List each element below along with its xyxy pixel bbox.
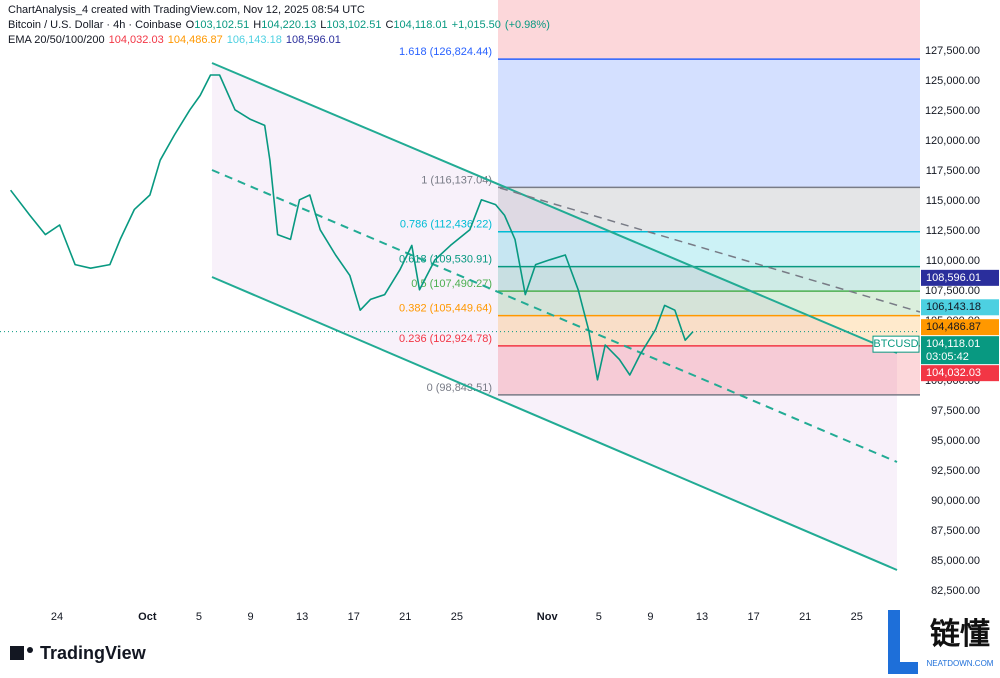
quote-value: 104,118.01 (393, 19, 448, 31)
y-tick-label: 117,500.00 (926, 165, 980, 177)
x-tick-label: 5 (596, 611, 602, 623)
x-tick-label: 13 (296, 611, 308, 623)
fib-label: 0.618 (109,530.91) (399, 254, 492, 266)
y-tick-label: 125,000.00 (925, 75, 980, 87)
y-tick-label: 85,000.00 (931, 555, 980, 567)
quote-name: L (320, 19, 327, 31)
ema-value: 108,596.01 (285, 34, 341, 46)
fib-band (498, 345, 920, 395)
ema-tag-value: 104,032.03 (926, 367, 981, 379)
tv-logo-dot (27, 647, 33, 653)
ema-tag-value: 106,143.18 (926, 301, 981, 313)
quote-name: H (253, 19, 262, 31)
y-tick-label: 120,000.00 (925, 135, 980, 147)
countdown: 03:05:42 (926, 351, 969, 363)
y-tick-label: 92,500.00 (931, 465, 980, 477)
background-layer (212, 0, 920, 570)
y-tick-label: 95,000.00 (931, 435, 980, 447)
fib-layer: 0 (98,843.51)0.236 (102,924.78)0.382 (10… (399, 46, 920, 396)
x-tick-label: 25 (451, 611, 463, 623)
logo-sub: NEATDOWN.COM (927, 659, 994, 668)
symbol-tag (872, 335, 920, 353)
fib-label: 0.236 (102,924.78) (399, 333, 492, 345)
fib-band (498, 291, 920, 316)
x-tick-label: Nov (537, 611, 559, 623)
channel-lower (211, 276, 898, 571)
x-tick-label: 25 (851, 611, 863, 623)
y-tick-label: 97,500.00 (931, 405, 980, 417)
y-tick-label: 127,500.00 (925, 45, 980, 57)
fib-label: 1 (116,137.04) (421, 174, 492, 186)
fib-label: 0.786 (112,436.22) (400, 219, 492, 231)
price-line (9, 74, 694, 381)
x-tick-label: 17 (348, 611, 360, 623)
ema-tag (921, 299, 999, 316)
logo-mark (888, 610, 918, 674)
x-tick-label: 9 (247, 611, 253, 623)
last-price-tag-value: 104,118.01 (926, 338, 980, 350)
y-tick-label: 122,500.00 (925, 105, 980, 117)
fib-label: 0.382 (105,449.64) (399, 303, 492, 315)
x-tick-label: 21 (399, 611, 411, 623)
x-tick-label: 9 (647, 611, 653, 623)
drawings (211, 62, 921, 571)
tv-logo-mark (10, 646, 24, 660)
symbol: Bitcoin / U.S. Dollar · 4h · Coinbase (8, 19, 182, 31)
fib-band (498, 266, 920, 292)
fib-band (498, 187, 920, 232)
logo-text: 链懂 (930, 617, 990, 651)
y-tick-label: 115,000.00 (926, 195, 980, 207)
x-tick-label: 5 (196, 611, 202, 623)
header: ChartAnalysis_4 created with TradingView… (8, 3, 554, 48)
quote-value: 104,220.13 (261, 19, 317, 31)
branding: TradingView 链懂 NEATDOWN.COM (10, 604, 1000, 678)
y-tick-label: 107,500.00 (925, 285, 980, 297)
fib-extension-zone (498, 0, 920, 60)
fib-band (498, 59, 920, 188)
ema-line: EMA 20/50/100/200 104,032.03 104,486.87 106… (8, 33, 554, 48)
x-tick-label: 21 (799, 611, 811, 623)
quote-name: C (385, 19, 394, 31)
y-tick-label: 87,500.00 (931, 525, 980, 537)
y-tick-label: 82,500.00 (931, 585, 980, 597)
trend-dashed (499, 187, 921, 313)
y-tick-label: 112,500.00 (926, 225, 980, 237)
ema-value: 104,032.03 (108, 34, 164, 46)
price-layer (0, 74, 920, 381)
y-tick-label: 90,000.00 (931, 495, 980, 507)
ema-title: EMA 20/50/100/200 (8, 34, 105, 46)
x-tick-label: 17 (747, 611, 759, 623)
quote-value: 103,102.51 (194, 19, 250, 31)
change-value: (+0.98%) (504, 19, 550, 31)
footer-bg (0, 630, 1000, 678)
fib-label: 1.618 (126,824.44) (399, 46, 492, 58)
ema-tag-value: 104,486.87 (926, 321, 981, 333)
ema-tag (921, 319, 999, 336)
change-value: +1,015.50 (451, 19, 501, 31)
ema-tag-value: 108,596.01 (926, 272, 981, 284)
symbol-tag-label: BTCUSD (873, 338, 918, 350)
fib-band (498, 315, 920, 346)
quote-line: Bitcoin / U.S. Dollar · 4h · Coinbase O10… (8, 18, 554, 33)
quote-name: O (185, 19, 195, 31)
x-tick-label: Oct (138, 611, 157, 623)
y-tick-label: 110,000.00 (926, 255, 980, 267)
ema-tag (921, 269, 999, 286)
tv-logo-text: TradingView (40, 643, 147, 663)
ema-value: 104,486.87 (167, 34, 223, 46)
x-tick-label: 24 (51, 611, 63, 623)
quote-value: 103,102.51 (326, 19, 382, 31)
ema-value: 106,143.18 (226, 34, 282, 46)
channel-fill (212, 63, 897, 570)
ema-tag (921, 365, 999, 382)
watermark: ChartAnalysis_4 created with TradingView… (8, 4, 365, 16)
channel-mid (211, 169, 898, 463)
x-tick-label: 13 (696, 611, 708, 623)
channel-upper (211, 62, 898, 354)
last-price-tag (921, 336, 999, 365)
